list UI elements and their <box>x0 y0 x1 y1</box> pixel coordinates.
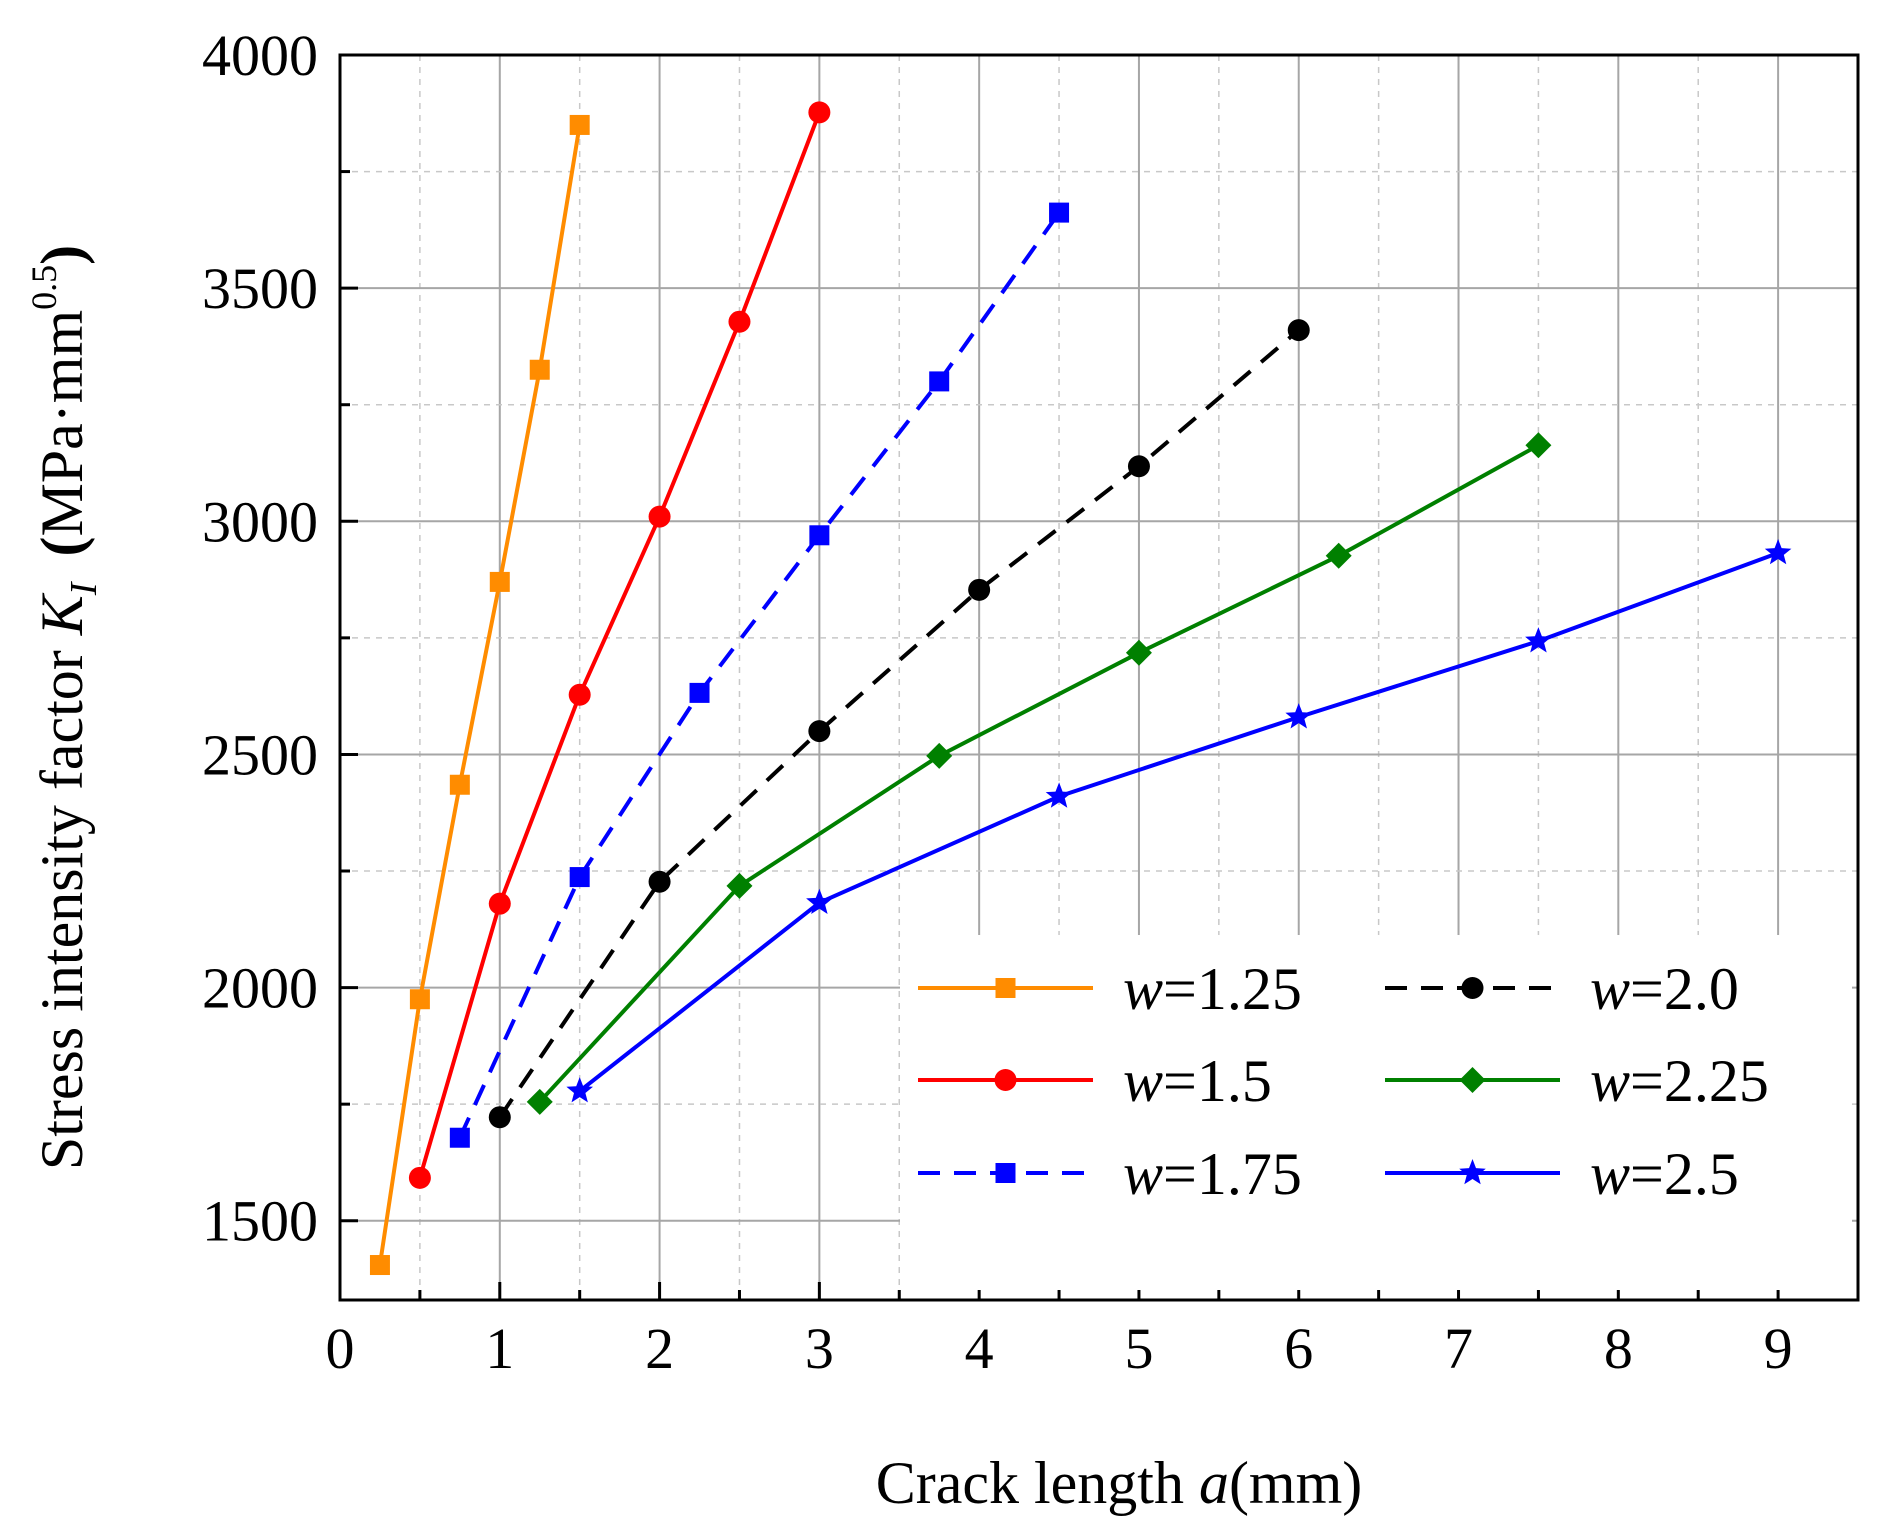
legend-item-w=2.25: w=2.25 <box>1385 1048 1769 1114</box>
x-tick-label: 4 <box>965 1316 994 1381</box>
data-point <box>689 682 710 703</box>
y-tick-label: 4000 <box>202 23 318 88</box>
series-line <box>498 328 1300 1119</box>
data-point <box>968 578 991 601</box>
data-point <box>489 571 510 592</box>
series-line <box>578 551 1779 1093</box>
y-tick-label: 2500 <box>202 722 318 787</box>
data-point <box>1285 703 1313 729</box>
data-point <box>809 525 830 546</box>
data-point <box>1764 539 1792 565</box>
data-point <box>449 1127 470 1148</box>
legend-item-w=2.5: w=2.5 <box>1385 1141 1739 1207</box>
legend: w=1.25 w=1.5 w=1.75 w=2.0 w=2.25 w=2.5 <box>900 935 1852 1290</box>
tick-labels: 0 1 2 3 4 5 6 7 8 9 1500 2000 2500 3000 3500 4000 <box>202 23 1793 1381</box>
y-tick-label: 1500 <box>202 1189 318 1254</box>
data-point <box>1287 319 1310 342</box>
series-line <box>417 111 822 1179</box>
y-tick-label: 3000 <box>202 489 318 554</box>
y-tick-label: 3500 <box>202 256 318 321</box>
x-tick-label: 8 <box>1604 1316 1633 1381</box>
data-point <box>566 1077 593 1103</box>
data-point <box>648 870 671 893</box>
data-point <box>568 683 591 706</box>
legend-label: w=2.5 <box>1590 1141 1739 1207</box>
series-w=1.25 <box>369 114 590 1276</box>
legend-label: w=1.5 <box>1123 1048 1272 1114</box>
data-point <box>369 1255 390 1276</box>
series-line <box>538 443 1540 1104</box>
legend-marker <box>994 1069 1017 1091</box>
x-tick-label: 3 <box>805 1316 834 1381</box>
legend-marker <box>995 1163 1016 1183</box>
x-tick-label: 6 <box>1284 1316 1313 1381</box>
data-point <box>529 359 550 380</box>
legend-background <box>900 935 1852 1290</box>
y-tick-label: 2000 <box>202 956 318 1021</box>
legend-marker <box>1459 1067 1486 1093</box>
x-tick-label: 5 <box>1124 1316 1153 1381</box>
data-point <box>728 310 751 333</box>
plot-frame <box>338 53 1860 1302</box>
series-w=2.0 <box>488 319 1310 1129</box>
x-tick-label: 2 <box>645 1316 674 1381</box>
legend-marker <box>1461 977 1484 999</box>
data-point <box>1525 432 1552 459</box>
data-point <box>726 872 753 899</box>
data-point <box>488 1106 511 1129</box>
series-w=2.25 <box>526 432 1552 1115</box>
series-w=1.75 <box>449 202 1070 1148</box>
data-point <box>569 867 590 888</box>
data-point <box>929 371 950 392</box>
data-point <box>488 892 511 915</box>
legend-item-w=1.25: w=1.25 <box>918 956 1302 1022</box>
legend-item-w=1.75: w=1.75 <box>918 1141 1302 1207</box>
legend-label: w=2.25 <box>1590 1048 1769 1114</box>
data-point <box>408 1166 431 1189</box>
series-w=1.5 <box>408 101 831 1189</box>
legend-label: w=1.75 <box>1123 1141 1302 1207</box>
x-axis-title: Crack length a(mm) <box>876 1450 1363 1516</box>
x-tick-label: 7 <box>1444 1316 1473 1381</box>
legend-item-w=1.5: w=1.5 <box>918 1048 1272 1114</box>
data-point <box>409 989 430 1010</box>
data-point <box>1049 202 1070 223</box>
data-point <box>569 114 590 135</box>
data-point <box>1525 627 1552 653</box>
series-w=2.5 <box>566 539 1792 1103</box>
data-point <box>1045 782 1073 808</box>
series-layer <box>369 101 1792 1276</box>
x-tick-label: 1 <box>485 1316 514 1381</box>
series-line <box>377 124 582 1266</box>
legend-marker <box>1459 1159 1486 1185</box>
data-point <box>926 742 953 769</box>
data-point <box>1125 639 1152 666</box>
data-point <box>808 101 831 124</box>
data-point <box>526 1088 553 1115</box>
data-point <box>808 720 831 743</box>
legend-label: w=1.25 <box>1123 956 1302 1022</box>
data-point <box>1127 455 1150 478</box>
data-point <box>1325 542 1352 569</box>
data-point <box>449 774 470 795</box>
legend-marker <box>995 978 1016 998</box>
x-tick-label: 0 <box>326 1316 355 1381</box>
legend-item-w=2.0: w=2.0 <box>1385 956 1739 1022</box>
data-point <box>806 888 833 914</box>
legend-label: w=2.0 <box>1590 956 1739 1022</box>
x-tick-label: 9 <box>1764 1316 1793 1381</box>
data-point <box>648 505 671 528</box>
y-axis-title: Stress intensity factor KI(MPa·mm0.5) <box>24 245 105 1170</box>
